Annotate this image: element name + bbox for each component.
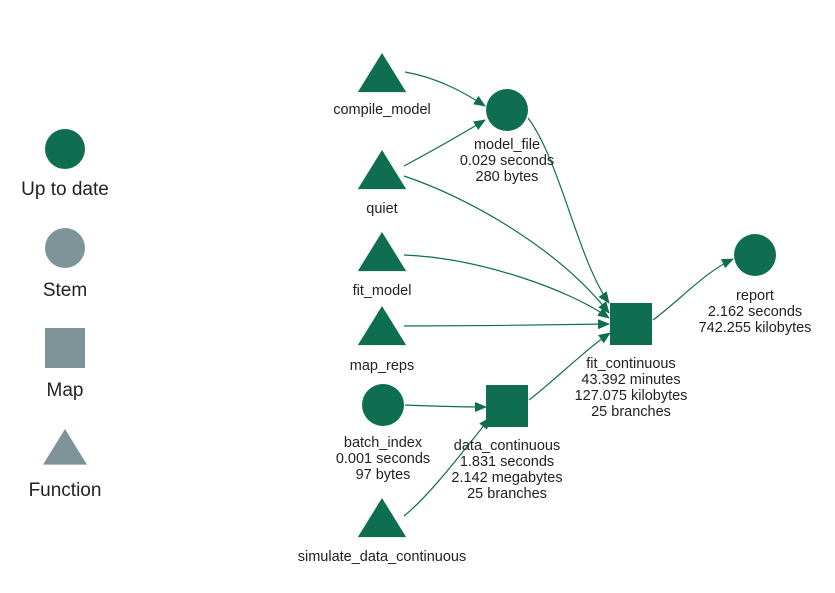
legend-circle-icon [45, 228, 85, 268]
node-label: map_reps [350, 358, 414, 374]
legend: Up to date Stem Map Function [21, 129, 109, 501]
node-label: simulate_data_continuous [298, 549, 466, 565]
node-detail: 25 branches [591, 404, 671, 420]
node-compile-model[interactable]: compile_model [333, 53, 431, 118]
node-triangle-icon [357, 150, 407, 190]
node-triangle-icon [357, 53, 407, 93]
node-circle-icon [734, 234, 776, 276]
edge-model-file-to-fit-continuous [527, 117, 610, 304]
legend-circle-icon [45, 129, 85, 169]
node-square-icon [486, 385, 528, 427]
legend-triangle-icon [43, 429, 87, 465]
node-detail: 0.029 seconds [460, 153, 554, 169]
node-map-reps[interactable]: map_reps [350, 306, 414, 374]
node-label: model_file [474, 137, 540, 153]
node-triangle-icon [357, 306, 407, 346]
edge-data-continuous-to-fit-continuous [528, 332, 611, 401]
node-label: quiet [366, 201, 397, 217]
legend-label: Up to date [21, 179, 109, 200]
node-square-icon [610, 303, 652, 345]
edge-fit-model-to-fit-continuous [403, 254, 610, 319]
node-detail: 25 branches [467, 486, 547, 502]
legend-label: Function [29, 480, 102, 501]
node-label: data_continuous [454, 438, 560, 454]
node-quiet[interactable]: quiet [357, 150, 407, 217]
edge-quiet-to-fit-continuous [403, 175, 610, 314]
legend-item-up-to-date: Up to date [21, 129, 109, 200]
node-detail: 43.392 minutes [581, 372, 680, 388]
edge-batch-index-to-data-continuous [404, 401, 487, 412]
node-detail: 1.831 seconds [460, 454, 554, 470]
node-triangle-icon [357, 498, 407, 538]
node-label: fit_continuous [586, 356, 675, 372]
legend-item-function: Function [29, 429, 102, 501]
legend-square-icon [45, 328, 85, 368]
edge-compile-model-to-model-file [404, 71, 486, 107]
node-detail: 742.255 kilobytes [699, 320, 812, 336]
node-label: report [736, 288, 774, 304]
node-detail: 97 bytes [356, 467, 411, 483]
node-simulate-data-continuous[interactable]: simulate_data_continuous [298, 498, 466, 565]
legend-item-stem: Stem [43, 228, 87, 301]
edge-fit-continuous-to-report [652, 258, 734, 321]
node-detail: 2.142 megabytes [451, 470, 562, 486]
node-detail: 2.162 seconds [708, 304, 802, 320]
edges [403, 71, 734, 517]
edge-map-reps-to-fit-continuous [403, 319, 610, 330]
node-circle-icon [486, 89, 528, 131]
legend-item-map: Map [45, 328, 85, 401]
node-triangle-icon [357, 232, 407, 272]
node-label: compile_model [333, 102, 431, 118]
node-detail: 280 bytes [476, 169, 539, 185]
node-detail: 127.075 kilobytes [575, 388, 688, 404]
node-label: fit_model [353, 283, 412, 299]
node-detail: 0.001 seconds [336, 451, 430, 467]
node-fit-model[interactable]: fit_model [353, 232, 412, 299]
edge-quiet-to-model-file [403, 119, 486, 167]
legend-label: Map [47, 380, 84, 401]
node-circle-icon [362, 384, 404, 426]
legend-label: Stem [43, 280, 87, 301]
node-label: batch_index [344, 435, 423, 451]
edge-simulate-data-continuous-to-data-continuous [403, 417, 491, 517]
